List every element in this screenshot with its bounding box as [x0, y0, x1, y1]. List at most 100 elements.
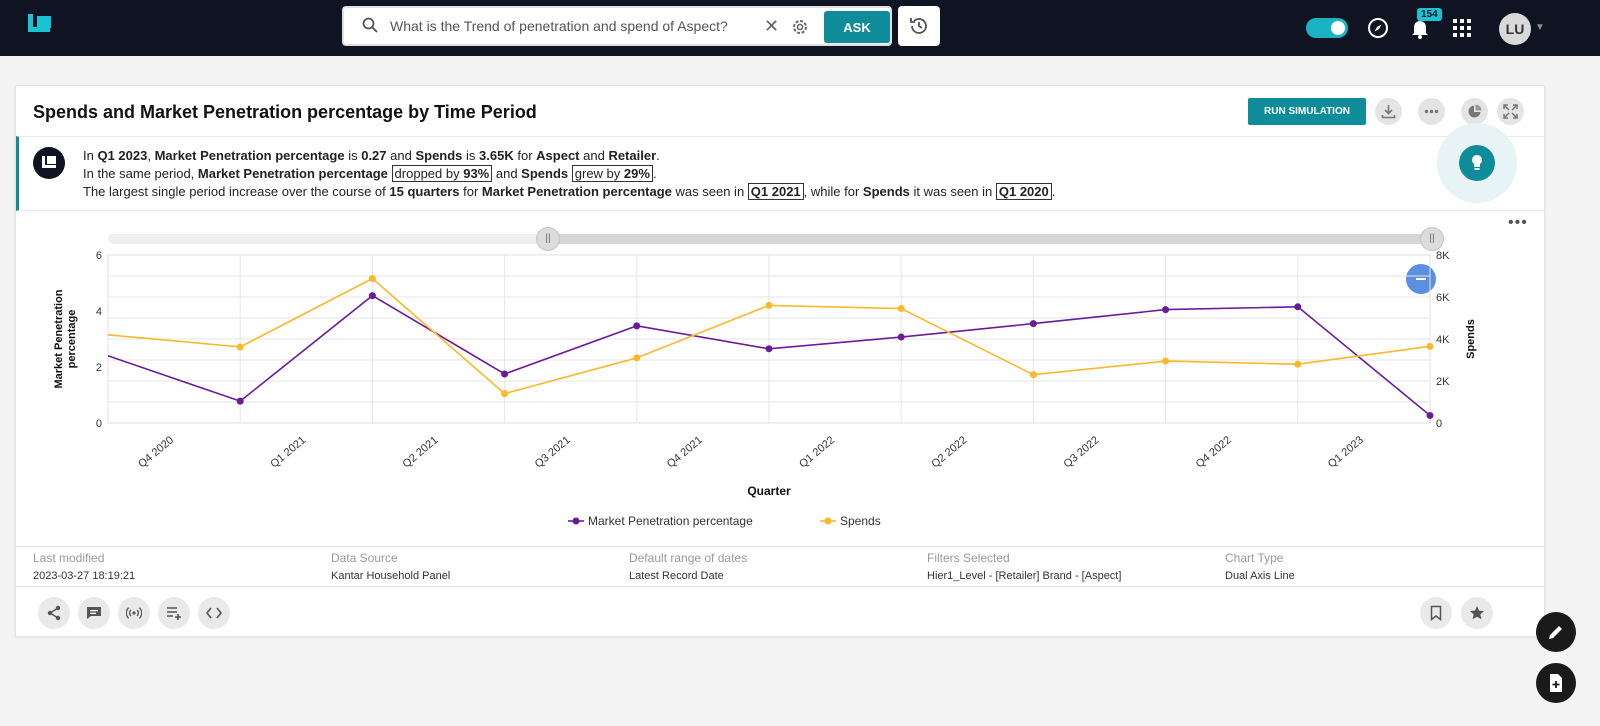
pie-chart-icon [1468, 104, 1482, 118]
bookmark-icon [1430, 605, 1442, 621]
ask-button[interactable]: ASK [824, 11, 890, 43]
run-simulation-button[interactable]: RUN SIMULATION [1248, 98, 1366, 125]
broadcast-button[interactable] [118, 597, 150, 629]
x-axis-tick-label: Q3 2021 [533, 434, 573, 470]
y2-axis-tick-label: 0 [1436, 418, 1442, 430]
x-axis-tick-label: Q3 2022 [1061, 434, 1101, 470]
apps-grid-icon[interactable] [1450, 16, 1474, 40]
compass-icon[interactable] [1366, 16, 1390, 40]
data-point-market-penetration [1294, 303, 1302, 311]
pencil-icon [1549, 626, 1562, 639]
data-point-market-penetration [1029, 320, 1037, 328]
insight-line-3: The largest single period increase over … [83, 183, 1056, 200]
spends-change-highlight: grew by 29% [571, 165, 653, 182]
y-axis-title: Market Penetrationpercentage [53, 289, 78, 388]
data-point-spends [1426, 342, 1434, 350]
penetration-peak-highlight: Q1 2021 [747, 183, 804, 200]
x-axis-tick-label: Q2 2022 [929, 434, 969, 470]
data-point-spends [1162, 357, 1170, 365]
plot-area [107, 254, 1431, 424]
broadcast-icon [126, 607, 142, 619]
download-icon [1381, 105, 1396, 119]
new-document-fab[interactable] [1536, 663, 1576, 703]
insight-logo [33, 147, 65, 179]
app-logo[interactable] [28, 14, 54, 36]
data-point-market-penetration [633, 322, 641, 330]
legend-label: Spends [840, 514, 881, 528]
data-point-market-penetration [368, 292, 376, 300]
penetration-change-highlight: dropped by 93% [391, 165, 493, 182]
x-axis-tick-label: Q4 2022 [1194, 434, 1234, 470]
lightbulb-icon [1472, 155, 1482, 170]
legend-label: Market Penetration percentage [588, 514, 753, 528]
edit-fab[interactable] [1536, 612, 1576, 652]
range-slider-start-handle[interactable]: || [536, 227, 560, 251]
y-axis-tick-label: 0 [96, 418, 102, 430]
spends-peak-highlight: Q1 2020 [995, 183, 1052, 200]
data-point-spends [501, 390, 509, 398]
chart-card: Spends and Market Penetration percentage… [15, 85, 1546, 638]
meta-date-range: Default range of dates Latest Record Date [629, 551, 748, 582]
chevron-down-icon[interactable]: ▼ [1535, 22, 1545, 33]
range-slider-end-handle[interactable]: || [1420, 227, 1444, 251]
notification-badge: 154 [1417, 8, 1442, 21]
download-button[interactable] [1375, 98, 1402, 125]
favorite-button[interactable] [1461, 597, 1493, 629]
settings-icon[interactable] [790, 17, 810, 37]
clear-search-icon[interactable]: ✕ [764, 16, 780, 36]
notifications-icon[interactable] [1408, 16, 1432, 40]
insight-line-2: In the same period, Market Penetration p… [83, 165, 657, 182]
expand-icon [1503, 104, 1518, 119]
data-point-spends [897, 305, 905, 313]
card-title: Spends and Market Penetration percentage… [33, 102, 537, 122]
y-axis-tick-label: 2 [96, 362, 102, 374]
history-button[interactable] [898, 6, 940, 46]
data-point-spends [1294, 360, 1302, 368]
search-input[interactable]: What is the Trend of penetration and spe… [390, 18, 728, 34]
more-options-button[interactable] [1418, 98, 1445, 125]
y2-axis-title: Spends [1465, 319, 1477, 359]
data-point-spends [633, 354, 641, 362]
code-icon [206, 607, 222, 619]
collapse-button[interactable] [1406, 264, 1436, 294]
meta-filters: Filters Selected Hier1_Level - [Retailer]… [927, 551, 1122, 582]
playlist-add-icon [167, 607, 181, 620]
meta-chart-type: Chart Type Dual Axis Line [1225, 551, 1295, 582]
share-icon [47, 605, 61, 621]
insight-panel: In Q1 2023, Market Penetration percentag… [16, 123, 1546, 211]
more-horizontal-icon [1424, 109, 1439, 114]
range-slider[interactable]: || || [108, 227, 1444, 251]
card-footer [16, 586, 1546, 638]
comments-button[interactable] [78, 597, 110, 629]
x-axis-tick-label: Q1 2023 [1326, 434, 1366, 470]
comment-icon [87, 607, 101, 619]
chart-metadata: Last modified 2023-03-27 18:19:21 Data So… [16, 546, 1546, 586]
add-to-list-button[interactable] [158, 597, 190, 629]
expand-button[interactable] [1497, 98, 1524, 125]
y2-axis-tick-label: 4K [1436, 334, 1450, 346]
dual-axis-line-chart: 0 2 4 6 0 2K 4K 6K 8K Q4 2020 Q1 2021 Q2 2021 Q3 202… [53, 250, 1477, 528]
embed-code-button[interactable] [198, 597, 230, 629]
x-axis-tick-label: Q1 2022 [797, 434, 837, 470]
data-point-market-penetration [236, 397, 244, 405]
chart-type-button[interactable] [1461, 98, 1488, 125]
bookmark-button[interactable] [1420, 597, 1452, 629]
meta-data-source: Data Source Kantar Household Panel [331, 551, 451, 582]
y-axis-tick-label: 4 [96, 306, 102, 318]
y-axis-tick-label: 6 [96, 250, 102, 262]
x-axis-title: Quarter [747, 484, 791, 498]
history-icon [910, 18, 927, 34]
data-point-spends [368, 275, 376, 283]
chart-more-icon[interactable]: ••• [1508, 214, 1528, 231]
data-point-market-penetration [765, 345, 773, 353]
y2-axis-tick-label: 2K [1436, 376, 1450, 388]
insight-line-1: In Q1 2023, Market Penetration percentag… [83, 148, 660, 163]
data-point-spends [765, 301, 773, 309]
insight-text: In Q1 2023, Market Penetration percentag… [83, 147, 1055, 201]
top-bar: What is the Trend of penetration and spe… [0, 0, 1600, 56]
user-avatar[interactable]: LU [1499, 13, 1531, 45]
x-axis-tick-label: Q4 2020 [136, 434, 176, 470]
share-button[interactable] [38, 597, 70, 629]
mode-toggle[interactable] [1306, 18, 1348, 38]
insight-bulb-button[interactable] [1437, 123, 1517, 203]
